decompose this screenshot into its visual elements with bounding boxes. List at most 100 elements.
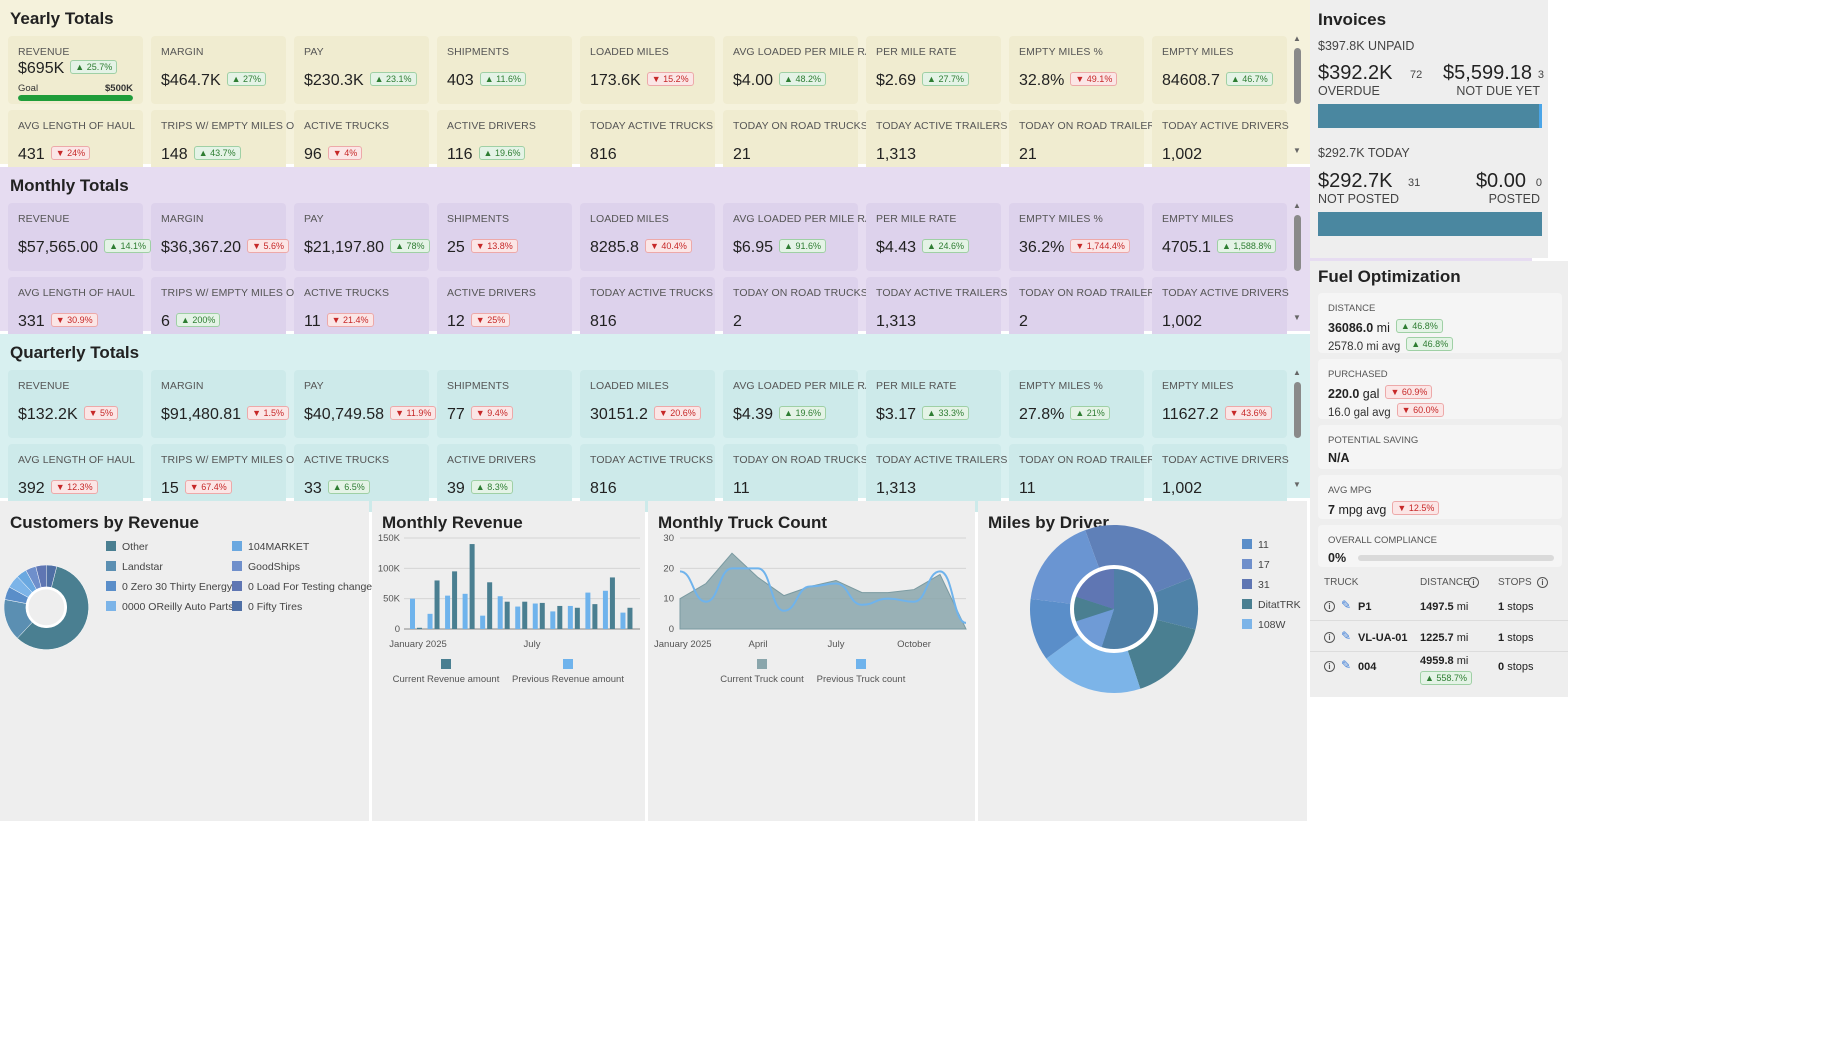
monthly-revenue-chart[interactable]: 0 50K 100K 150K January 2025 July Current Reve… — [372, 501, 645, 821]
inner-pie-slice[interactable] — [1074, 609, 1114, 649]
inner-pie-slice[interactable] — [1074, 567, 1114, 609]
table-row[interactable]: i ✎ 004 4959.8 mi 0 stops ▲ 558.7% — [1310, 655, 1568, 689]
metric-card[interactable]: AVG LOADED PER MILE RATE $4.39 ▲ 19.6% — [723, 370, 885, 438]
metric-card[interactable]: TODAY ACTIVE DRIVERS 1,002 — [1152, 277, 1289, 345]
bar[interactable] — [609, 577, 615, 629]
info-icon[interactable]: i — [1468, 577, 1479, 588]
scroll-down-icon[interactable]: ▼ — [1293, 480, 1301, 489]
overdue-progress-bar[interactable] — [1318, 104, 1542, 128]
metric-card[interactable]: ACTIVE TRUCKS 11 ▼ 21.4% — [294, 277, 429, 345]
metric-card[interactable]: ACTIVE DRIVERS 12 ▼ 25% — [437, 277, 572, 345]
scroll-down-icon[interactable]: ▼ — [1293, 313, 1301, 322]
scroll-thumb[interactable] — [1294, 382, 1301, 438]
truck-name[interactable]: P1 — [1358, 601, 1372, 613]
metric-card[interactable]: TRIPS W/ EMPTY MILES OVER 15 ▼ 67.4% — [151, 444, 316, 512]
bar[interactable] — [445, 595, 451, 629]
metric-card[interactable]: PER MILE RATE $3.17 ▲ 33.3% — [866, 370, 1001, 438]
metric-card[interactable]: AVG LOADED PER MILE RATE $6.95 ▲ 91.6% — [723, 203, 885, 271]
bar[interactable] — [410, 598, 415, 629]
metric-card[interactable]: EMPTY MILES 84608.7 ▲ 46.7% — [1152, 36, 1287, 104]
metric-card[interactable]: SHIPMENTS 403 ▲ 11.6% — [437, 36, 572, 104]
metric-card[interactable]: LOADED MILES 8285.8 ▼ 40.4% — [580, 203, 715, 271]
metric-card[interactable]: PAY $21,197.80 ▲ 78% — [294, 203, 430, 271]
edit-pencil-icon[interactable]: ✎ — [1341, 598, 1352, 612]
metric-card[interactable]: MARGIN $464.7K ▲ 27% — [151, 36, 286, 104]
bar[interactable] — [574, 607, 580, 629]
info-icon[interactable]: i — [1324, 632, 1335, 643]
metric-card[interactable]: TODAY ACTIVE TRUCKS 816 — [580, 110, 715, 178]
metric-card[interactable]: TODAY ON ROAD TRAILERS 2 — [1009, 277, 1162, 345]
scroll-up-icon[interactable]: ▲ — [1293, 201, 1301, 210]
bar[interactable] — [434, 580, 440, 629]
metric-card[interactable]: TODAY ACTIVE TRAILERS 1,313 — [866, 110, 1007, 178]
metric-card[interactable]: TRIPS W/ EMPTY MILES OVER 148 ▲ 43.7% — [151, 110, 316, 178]
scroll-up-icon[interactable]: ▲ — [1293, 368, 1301, 377]
customers-donut[interactable] — [4, 565, 96, 657]
metric-card[interactable]: MARGIN $91,480.81 ▼ 1.5% — [151, 370, 290, 438]
bar[interactable] — [532, 603, 538, 629]
bar[interactable] — [539, 602, 545, 629]
metric-card[interactable]: EMPTY MILES % 27.8% ▲ 21% — [1009, 370, 1144, 438]
monthly-truck-count-chart[interactable]: 0 10 20 30 January 2025 April July October Curre… — [648, 501, 975, 821]
bar[interactable] — [567, 605, 573, 629]
truck-name[interactable]: 004 — [1358, 661, 1377, 673]
metric-card[interactable]: TODAY ON ROAD TRUCKS 21 — [723, 110, 868, 178]
metric-card[interactable]: TRIPS W/ EMPTY MILES OVER 6 ▲ 200% — [151, 277, 316, 345]
metric-card[interactable]: TODAY ACTIVE TRUCKS 816 — [580, 444, 715, 512]
metric-card[interactable]: REVENUE $695K ▲ 25.7% Goal $500K — [8, 36, 143, 104]
bar[interactable] — [585, 592, 591, 629]
legend-item[interactable]: Other — [106, 541, 148, 553]
metric-card[interactable]: ACTIVE DRIVERS 116 ▲ 19.6% — [437, 110, 572, 178]
metric-card[interactable]: TODAY ON ROAD TRUCKS 2 — [723, 277, 868, 345]
inner-pie-slice[interactable] — [1101, 567, 1156, 651]
info-icon[interactable]: i — [1324, 661, 1335, 672]
not-posted-amount[interactable]: $292.7K — [1318, 170, 1393, 192]
metric-card[interactable]: REVENUE $57,565.00 ▲ 14.1% — [8, 203, 152, 271]
metric-card[interactable]: PAY $40,749.58 ▼ 11.9% — [294, 370, 437, 438]
table-header-stops[interactable]: STOPS — [1498, 577, 1532, 588]
bar[interactable] — [427, 613, 433, 629]
legend-swatch[interactable] — [441, 659, 451, 669]
metric-card[interactable]: EMPTY MILES % 32.8% ▼ 49.1% — [1009, 36, 1144, 104]
legend-item[interactable]: 0 Zero 30 Thirty Energy — [106, 581, 232, 593]
legend-item[interactable]: 0 Fifty Tires — [232, 601, 302, 613]
bar[interactable] — [487, 582, 493, 629]
bar[interactable] — [550, 611, 556, 629]
legend-item[interactable]: 108W — [1242, 619, 1285, 631]
bar[interactable] — [469, 544, 475, 629]
metric-card[interactable]: EMPTY MILES % 36.2% ▼ 1,744.4% — [1009, 203, 1144, 271]
overdue-amount[interactable]: $392.2K — [1318, 62, 1393, 84]
bar[interactable] — [592, 604, 598, 629]
metric-card[interactable]: TODAY ACTIVE TRUCKS 816 — [580, 277, 715, 345]
scroll-thumb[interactable] — [1294, 48, 1301, 104]
table-header-distance[interactable]: DISTANCE — [1420, 577, 1470, 588]
edit-pencil-icon[interactable]: ✎ — [1341, 629, 1352, 643]
metric-card[interactable]: EMPTY MILES 11627.2 ▼ 43.6% — [1152, 370, 1287, 438]
table-row[interactable]: i ✎ P1 1497.5 mi 1 stops — [1310, 595, 1568, 621]
legend-swatch[interactable] — [856, 659, 866, 669]
metric-card[interactable]: PER MILE RATE $2.69 ▲ 27.7% — [866, 36, 1001, 104]
area-series[interactable] — [679, 552, 967, 630]
scroll-down-icon[interactable]: ▼ — [1293, 146, 1301, 155]
edit-pencil-icon[interactable]: ✎ — [1341, 658, 1352, 672]
bar[interactable] — [522, 601, 528, 629]
table-header-truck[interactable]: TRUCK — [1324, 577, 1359, 588]
legend-swatch[interactable] — [563, 659, 573, 669]
bar[interactable] — [557, 605, 563, 629]
metric-card[interactable]: MARGIN $36,367.20 ▼ 5.6% — [151, 203, 290, 271]
legend-item[interactable]: GoodShips — [232, 561, 300, 573]
info-icon[interactable]: i — [1537, 577, 1548, 588]
miles-donut-chart[interactable] — [1028, 523, 1200, 695]
truck-name[interactable]: VL-UA-01 — [1358, 632, 1408, 644]
line-series[interactable] — [679, 567, 967, 624]
metric-card[interactable]: SHIPMENTS 25 ▼ 13.8% — [437, 203, 572, 271]
metric-card[interactable]: TODAY ON ROAD TRAILERS 21 — [1009, 110, 1162, 178]
metric-card[interactable]: SHIPMENTS 77 ▼ 9.4% — [437, 370, 572, 438]
metric-card[interactable]: ACTIVE TRUCKS 33 ▲ 6.5% — [294, 444, 429, 512]
bar[interactable] — [462, 593, 468, 629]
not-posted-progress-bar[interactable] — [1318, 212, 1542, 236]
metric-card[interactable]: AVG LENGTH OF HAUL 431 ▼ 24% — [8, 110, 143, 178]
bar[interactable] — [452, 571, 458, 629]
metric-card[interactable]: PER MILE RATE $4.43 ▲ 24.6% — [866, 203, 1001, 271]
metric-card[interactable]: LOADED MILES 30151.2 ▼ 20.6% — [580, 370, 715, 438]
